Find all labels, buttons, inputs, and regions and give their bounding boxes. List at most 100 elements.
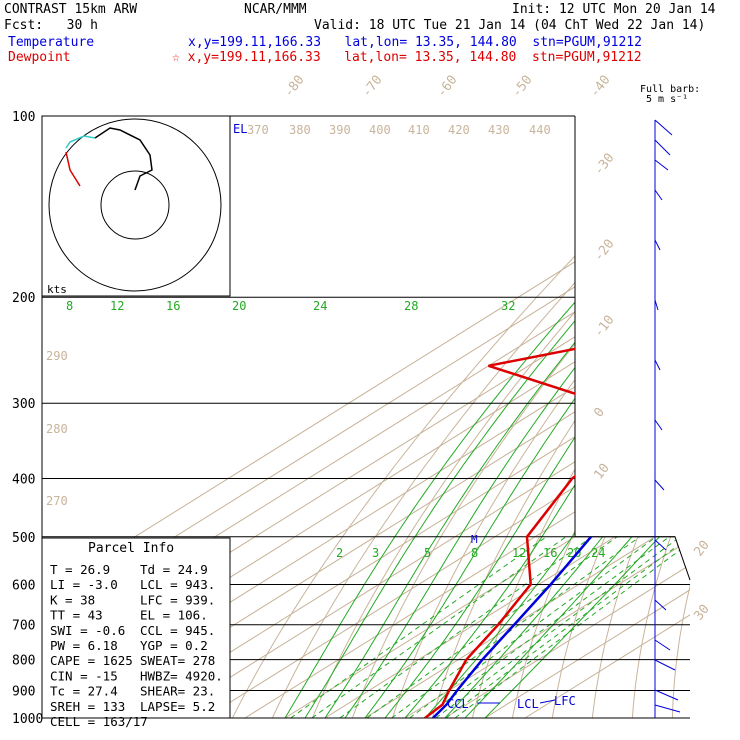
mixing-ratio-label: 8 bbox=[66, 299, 73, 313]
wind-barb bbox=[654, 599, 667, 611]
wind-barb bbox=[654, 359, 661, 371]
parcel-info-right: LFC = 939. bbox=[140, 592, 215, 607]
parcel-info-left: TT = 43 bbox=[50, 608, 103, 623]
parcel-info-frame bbox=[41, 537, 231, 719]
isotherm-tick-label: -20 bbox=[591, 237, 617, 265]
parcel-info-right: Td = 24.9 bbox=[140, 562, 208, 577]
mixing-ratio-label: 24 bbox=[313, 299, 327, 313]
hodograph-units-label: kts bbox=[47, 283, 67, 296]
lfc-annotation: LFC bbox=[554, 694, 576, 708]
mixing-ratio-line bbox=[290, 536, 547, 718]
wind-barb bbox=[654, 689, 679, 701]
theta-tick-label: 400 bbox=[369, 123, 391, 137]
parcel-info-left: PW = 6.18 bbox=[50, 638, 118, 653]
mixing-ratio-label: 20 bbox=[232, 299, 246, 313]
isotherm-tick-label: 30 bbox=[691, 602, 712, 624]
wind-barb bbox=[654, 139, 671, 156]
isotherm-line bbox=[244, 116, 690, 718]
parcel-info-left: Tc = 27.4 bbox=[50, 684, 118, 699]
dewpoint-station-info: ☆ x,y=199.11,166.33 lat,lon= 13.35, 144.… bbox=[172, 50, 642, 65]
theta-tick-label: 270 bbox=[46, 494, 68, 508]
parcel-info-left: SWI = -0.6 bbox=[50, 623, 125, 638]
dry-adiabat-line bbox=[671, 116, 690, 718]
isotherm-tick-label: -80 bbox=[281, 73, 307, 101]
dewpoint-legend-label: Dewpoint bbox=[8, 50, 71, 65]
dry-adiabat-line bbox=[231, 116, 690, 718]
mixing-ratio-label: 24 bbox=[591, 546, 605, 560]
isotherm-tick-label: -30 bbox=[591, 151, 617, 179]
parcel-info-right: LCL = 943. bbox=[140, 577, 215, 592]
moist-adiabat-line bbox=[384, 296, 675, 718]
hodograph-trace-top bbox=[65, 151, 81, 187]
pressure-tick-label: 100 bbox=[12, 110, 35, 125]
moist-adiabat-line bbox=[324, 296, 613, 718]
moist-adiabat-line bbox=[404, 296, 690, 718]
hodograph-inset: kts bbox=[41, 115, 231, 297]
theta-tick-label: 290 bbox=[46, 349, 68, 363]
pressure-tick-label: 600 bbox=[12, 578, 35, 593]
mixing-ratio-label: 12 bbox=[110, 299, 124, 313]
parcel-info-left: CAPE = 1625 bbox=[50, 653, 133, 668]
temperature-profile-line bbox=[432, 116, 690, 718]
isotherm-tick-label: 20 bbox=[691, 538, 712, 560]
parcel-info-box: Parcel Info T = 26.9 Td = 24.9 LI = -3.0 LCL… bbox=[41, 537, 231, 729]
mixing-ratio-label: 28 bbox=[404, 299, 418, 313]
parcel-info-right: SWEAT= 278 bbox=[140, 653, 215, 668]
valid-time: Valid: 18 UTC Tue 21 Jan 14 (04 ChT Wed … bbox=[314, 18, 706, 33]
init-time: Init: 12 UTC Mon 20 Jan 14 bbox=[512, 2, 716, 17]
mixing-ratio-line bbox=[409, 536, 657, 718]
dry-adiabat-line bbox=[591, 116, 690, 718]
hodograph-ring-outer bbox=[48, 118, 222, 292]
wind-barb bbox=[654, 419, 663, 431]
mixing-ratio-label: 8 bbox=[471, 546, 478, 560]
max-annotation: M bbox=[471, 533, 478, 546]
wind-barb bbox=[654, 119, 673, 136]
mixing-ratio-line bbox=[445, 536, 690, 718]
isotherm-line bbox=[484, 116, 690, 718]
lfc-marker bbox=[539, 699, 556, 704]
mixing-ratio-label: 5 bbox=[424, 546, 431, 560]
wind-barb bbox=[654, 189, 663, 201]
isotherm-tick-label: 0 bbox=[591, 405, 608, 420]
hodograph-ring-inner bbox=[100, 170, 170, 240]
isotherm-line bbox=[524, 116, 690, 718]
theta-tick-label: 410 bbox=[408, 123, 430, 137]
theta-tick-label: 280 bbox=[46, 422, 68, 436]
pressure-tick-label: 800 bbox=[12, 654, 35, 669]
isotherm-tick-label: -40 bbox=[587, 73, 613, 101]
dry-adiabat-line bbox=[511, 116, 690, 718]
parcel-info-right: LAPSE= 5.2 bbox=[140, 699, 215, 714]
mixing-ratio-line bbox=[366, 536, 618, 718]
barb-legend-label: Full barb: bbox=[640, 84, 701, 95]
theta-tick-label: 440 bbox=[529, 123, 551, 137]
wind-barb bbox=[654, 299, 659, 311]
pressure-tick-label: 900 bbox=[12, 684, 35, 699]
mixing-ratio-label: 20 bbox=[567, 546, 581, 560]
moist-adiabat-line bbox=[304, 296, 596, 718]
mixing-ratio-line bbox=[391, 536, 640, 718]
mixing-ratio-label: 32 bbox=[501, 299, 515, 313]
parcel-info-left: LI = -3.0 bbox=[50, 577, 118, 592]
isotherm-line bbox=[404, 116, 690, 718]
dry-adiabat-line bbox=[351, 116, 690, 718]
wind-barb-column bbox=[654, 119, 681, 718]
dewpoint-profile-line bbox=[424, 116, 690, 718]
parcel-info-left: CIN = -15 bbox=[50, 668, 118, 683]
temperature-station-info: x,y=199.11,166.33 lat,lon= 13.35, 144.80… bbox=[188, 35, 642, 50]
theta-tick-label: 380 bbox=[289, 123, 311, 137]
parcel-info-left: K = 38 bbox=[50, 592, 95, 607]
pressure-tick-label: 500 bbox=[12, 531, 35, 546]
parcel-info-right: SHEAR= 23. bbox=[140, 684, 215, 699]
hodograph-frame bbox=[41, 115, 231, 297]
dry-adiabat-line bbox=[271, 116, 690, 718]
model-title: CONTRAST 15km ARW bbox=[4, 2, 138, 17]
parcel-info-left: SREH = 133 bbox=[50, 699, 125, 714]
mixing-ratio-line bbox=[339, 536, 593, 718]
mixing-ratio-label: 12 bbox=[512, 546, 526, 560]
pressure-tick-label: 400 bbox=[12, 472, 35, 487]
isotherm-line bbox=[324, 116, 690, 718]
isotherm-line bbox=[84, 116, 690, 718]
institution-label: NCAR/MMM bbox=[244, 2, 307, 17]
theta-tick-label: 370 bbox=[247, 123, 269, 137]
